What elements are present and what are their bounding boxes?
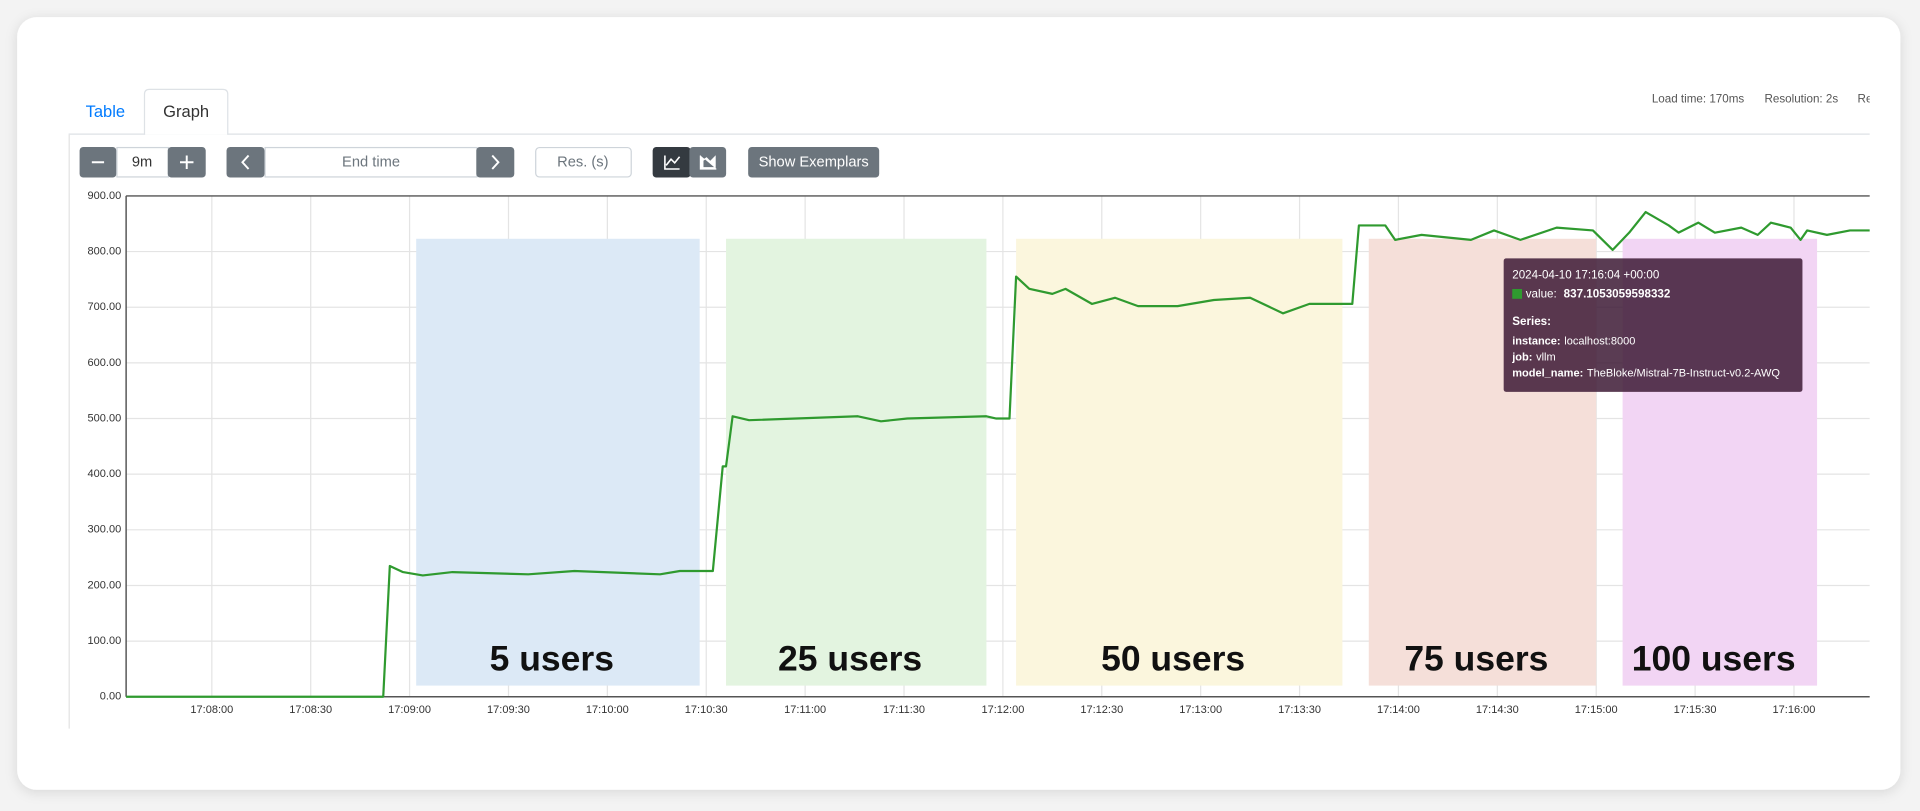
x-tick-label: 17:12:00 [981, 704, 1024, 716]
x-tick-label: 17:09:30 [487, 704, 530, 716]
tooltip-labels: instance: localhost:8000 job: vllm model_nam… [1511, 336, 1780, 380]
y-tick-label: 100.00 [88, 635, 122, 647]
tab[interactable]: Table [86, 102, 125, 121]
x-tick-label: 17:15:00 [1575, 704, 1618, 716]
series-swatch [1512, 288, 1523, 299]
region-label: 50 users [1101, 639, 1245, 679]
tooltip: 2024-04-10 17:16:04 +00:00 value: 837.10… [1503, 258, 1803, 392]
placeholder: Res. (s) [557, 155, 608, 171]
resolution-input[interactable] [535, 146, 632, 178]
region-label: 75 users [1404, 639, 1548, 679]
region-label: 25 users [778, 639, 922, 679]
range-value: 9m [132, 155, 152, 171]
status: Load time: 170ms [1652, 92, 1745, 105]
load-region [726, 238, 987, 686]
x-tick-label: 17:16:00 [1773, 704, 1816, 716]
load-region [1016, 238, 1343, 686]
y-tick-label: 200.00 [88, 579, 122, 591]
tooltip-label-key: model_name: [1512, 367, 1583, 379]
x-tick-label: 17:10:30 [685, 704, 728, 716]
x-tick-label: 17:13:30 [1278, 704, 1321, 716]
x-tick-label: 17:14:30 [1476, 704, 1519, 716]
x-tick-label: 17:12:30 [1080, 704, 1123, 716]
tab[interactable]: Graph [163, 102, 209, 121]
stacked-chart-button[interactable] [689, 146, 727, 178]
tooltip-value: 837.1053059598332 [1564, 288, 1671, 301]
placeholder: End time [342, 155, 400, 171]
region-label: 100 users [1632, 639, 1796, 679]
y-tick-label: 900.00 [88, 190, 122, 202]
area-icon [699, 155, 717, 170]
y-tick-label: 700.00 [88, 301, 122, 313]
line-chart-button[interactable] [652, 146, 691, 178]
x-tick-label: 17:13:00 [1179, 704, 1222, 716]
x-tick-label: 17:15:30 [1674, 704, 1717, 716]
tooltip-label-key: instance: [1512, 336, 1560, 348]
active-tab[interactable] [143, 88, 229, 135]
chevron-right [491, 154, 500, 170]
line-icon [664, 155, 681, 170]
region-label: 5 users [490, 639, 614, 679]
x-tick-label: 17:14:00 [1377, 704, 1420, 716]
series-line [126, 210, 1870, 698]
tooltip-label-value: TheBloke/Mistral-7B-Instruct-v0.2-AWQ [1587, 367, 1780, 379]
next-button[interactable] [476, 146, 515, 178]
x-tick-label: 17:08:30 [289, 704, 332, 716]
content: Table Graph Load time: 170ms Resolution:… [68, 88, 1873, 729]
exemplars-button[interactable] [748, 146, 880, 178]
status: Re [1858, 92, 1873, 105]
previous-button[interactable] [226, 146, 265, 178]
y-tick-label: 400.00 [88, 468, 122, 480]
load-region [416, 238, 700, 686]
status: Resolution: 2s [1764, 92, 1838, 105]
x-tick-label: 17:10:00 [586, 704, 629, 716]
y-tick-label: 600.00 [88, 357, 122, 369]
tooltip-box [1503, 258, 1803, 392]
plus-icon [180, 155, 194, 169]
range-input[interactable] [116, 146, 169, 178]
tooltip-time: 2024-04-10 17:16:04 +00:00 [1512, 269, 1660, 282]
x-tick-label: 17:11:30 [883, 704, 925, 716]
chevron-left [241, 154, 250, 170]
y-tick-label: 300.00 [88, 524, 122, 536]
tooltip-heading: Series: [1512, 315, 1551, 328]
tooltip-key: value: [1526, 288, 1557, 301]
y-tick-label: 500.00 [88, 412, 122, 424]
y-tick-label: 0.00 [100, 691, 121, 703]
x-tick-label: 17:11:00 [784, 704, 826, 716]
x-tick-label: 17:09:00 [388, 704, 431, 716]
tooltip-label-value: localhost:8000 [1564, 336, 1635, 348]
tooltip-label-key: job: [1511, 351, 1532, 363]
x-tick-label: 17:08:00 [190, 704, 233, 716]
button-label: Show Exemplars [759, 155, 869, 171]
y-tick-label: 800.00 [88, 245, 122, 257]
tooltip-label-value: vllm [1536, 351, 1556, 363]
end-time-input[interactable] [264, 146, 478, 178]
